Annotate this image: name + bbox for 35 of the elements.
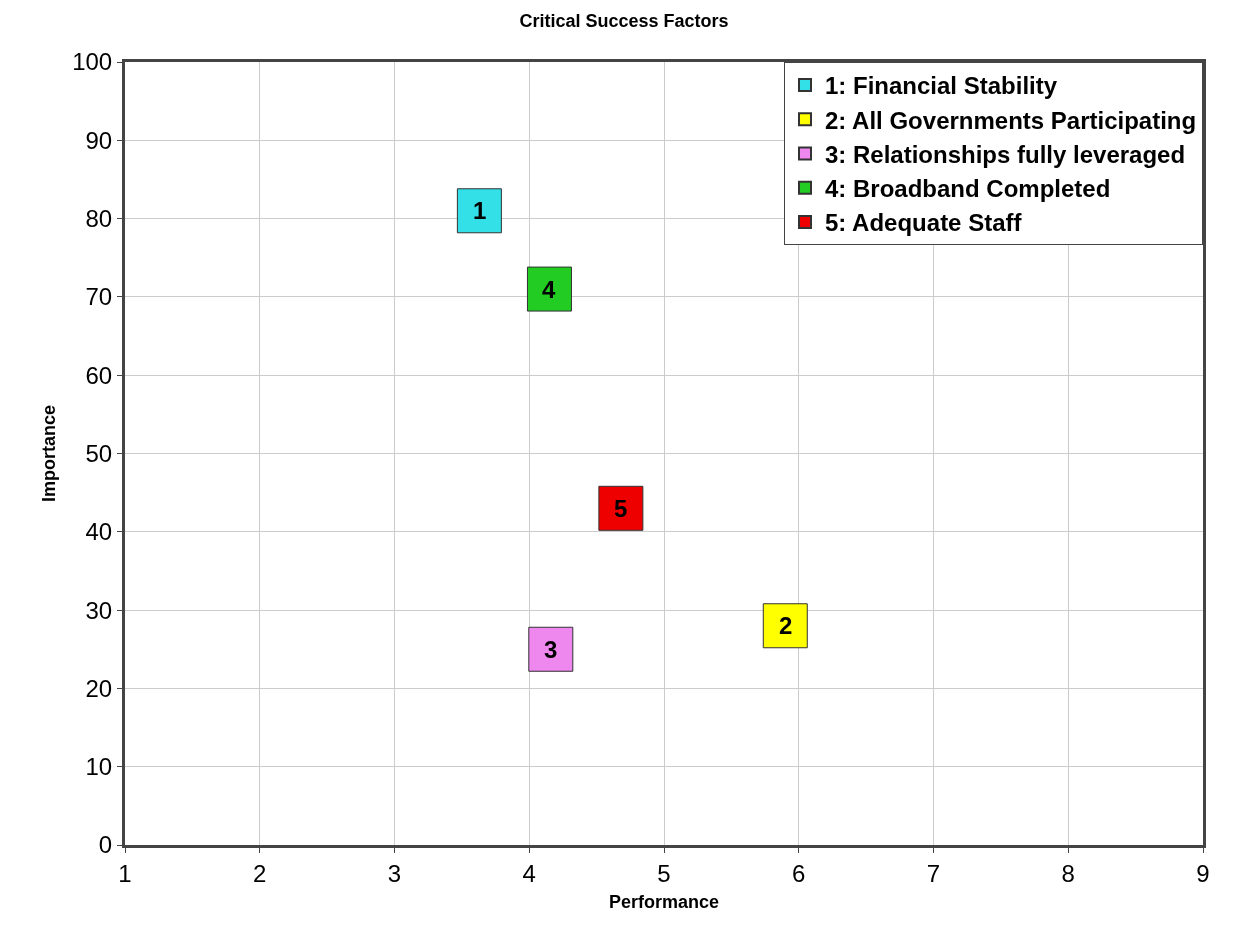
y-tick-label: 30 bbox=[85, 596, 113, 624]
annotation: 1 bbox=[473, 197, 487, 224]
chart-title: Critical Success Factors bbox=[519, 10, 729, 31]
annotation: 4 bbox=[542, 276, 556, 303]
x-tick-label: 6 bbox=[792, 859, 806, 887]
y-tick-label: 10 bbox=[85, 753, 113, 781]
x-tick-label: 4 bbox=[522, 859, 536, 887]
y-tick-label: 80 bbox=[85, 205, 113, 232]
x-tick-label: 2 bbox=[253, 859, 267, 887]
y-tick-label: 100 bbox=[72, 48, 113, 76]
legend-label: 3: Relationships fully leveraged bbox=[825, 140, 1186, 168]
annotation: 5 bbox=[614, 495, 628, 522]
y-axis-title: Importance bbox=[39, 404, 60, 503]
y-tick-label: 90 bbox=[85, 126, 113, 154]
point bbox=[598, 485, 644, 531]
legend-label: 1: Financial Stability bbox=[825, 72, 1058, 100]
legend-label: 4: Broadband Completed bbox=[825, 175, 1111, 203]
y-tick-label: 20 bbox=[85, 674, 113, 702]
point bbox=[456, 188, 502, 234]
annotation: 3 bbox=[544, 636, 558, 663]
x-tick-label: 7 bbox=[926, 859, 941, 887]
annotation: 2 bbox=[779, 612, 793, 639]
y-tick-label: 70 bbox=[85, 283, 113, 311]
x-tick-label: 9 bbox=[1196, 859, 1210, 887]
y-tick-label: 40 bbox=[85, 518, 113, 546]
legend-label: 5: Adequate Staff bbox=[825, 209, 1023, 237]
y-tick-label: 60 bbox=[85, 361, 113, 389]
y-tick-label: 50 bbox=[85, 439, 113, 467]
x-tick-label: 3 bbox=[387, 859, 402, 887]
x-axis-title: Performance bbox=[608, 891, 720, 912]
x-tick-label: 5 bbox=[657, 859, 671, 887]
x-tick-label: 1 bbox=[118, 859, 132, 887]
y-tick-label: 0 bbox=[98, 831, 113, 859]
x-tick-label: 8 bbox=[1061, 859, 1075, 887]
legend-label: 2: All Governments Participating bbox=[825, 106, 1197, 134]
